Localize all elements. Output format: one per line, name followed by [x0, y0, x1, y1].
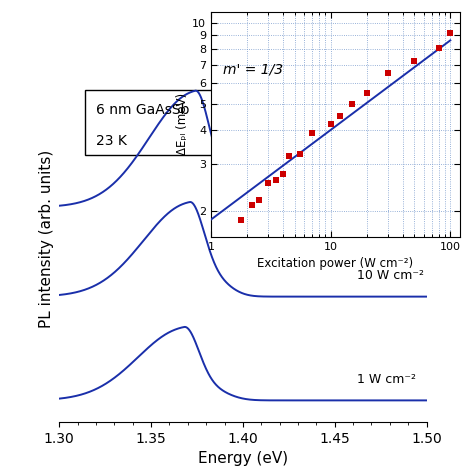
Point	[348, 100, 356, 108]
Text: m' = 1/3: m' = 1/3	[222, 62, 283, 76]
Point	[384, 70, 392, 77]
X-axis label: Energy (eV): Energy (eV)	[198, 451, 288, 466]
Point	[264, 179, 272, 186]
Point	[308, 129, 316, 137]
Point	[237, 216, 245, 224]
Point	[435, 44, 443, 51]
Bar	[85, 90, 221, 155]
Point	[336, 112, 344, 120]
Point	[296, 150, 303, 158]
Point	[279, 170, 287, 178]
Text: 6 nm GaAsSb: 6 nm GaAsSb	[96, 103, 190, 117]
Text: 10 W cm⁻²: 10 W cm⁻²	[357, 269, 424, 283]
Point	[272, 176, 280, 184]
Point	[255, 196, 262, 204]
X-axis label: Excitation power (W cm⁻²): Excitation power (W cm⁻²)	[257, 257, 413, 270]
Text: 100 W cm⁻²: 100 W cm⁻²	[357, 180, 432, 193]
Point	[410, 57, 418, 65]
Point	[327, 120, 335, 128]
Point	[248, 201, 255, 209]
Text: 23 K: 23 K	[96, 134, 127, 148]
Text: 1 W cm⁻²: 1 W cm⁻²	[357, 373, 416, 386]
Y-axis label: ΔEₚₗ (meV): ΔEₚₗ (meV)	[176, 93, 189, 155]
Point	[447, 29, 454, 36]
Point	[285, 152, 293, 160]
Y-axis label: PL intensity (arb. units): PL intensity (arb. units)	[39, 150, 54, 328]
Point	[363, 89, 371, 97]
